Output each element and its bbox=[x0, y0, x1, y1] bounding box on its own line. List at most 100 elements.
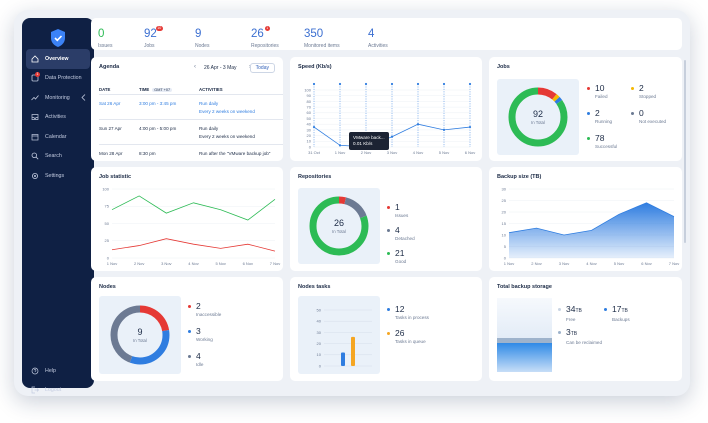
x-tick-label: 2 Nov bbox=[531, 261, 541, 266]
nodes-donut-chart[interactable]: 9 In Total bbox=[99, 296, 181, 374]
table-row[interactable]: Sun 27 Apr 4:00 pm - 5:00 pm Run daily Ev… bbox=[99, 119, 283, 145]
y-tick-label: 5 bbox=[504, 244, 507, 249]
legend-dot bbox=[631, 112, 634, 115]
stat-repositories[interactable]: 26 1 Repositories bbox=[251, 24, 279, 49]
series-line bbox=[111, 195, 276, 221]
guide-marker bbox=[338, 82, 342, 86]
sidebar-item-label: Help bbox=[45, 367, 56, 374]
legend-reclaimable[interactable]: 3TB Can be reclaimed bbox=[558, 327, 602, 345]
y-tick-label: 70 bbox=[307, 105, 312, 110]
stat-activities[interactable]: 4 Activities bbox=[368, 24, 388, 49]
speed-panel: Speed (Kb/s) 100 90 80 70 60 50 40 30 20 10 0 31 Oc… bbox=[290, 57, 482, 161]
guide-marker bbox=[416, 82, 420, 86]
nodes-tasks-chart[interactable]: 50 40 30 20 10 0 bbox=[298, 296, 380, 374]
y-tick-label: 50 bbox=[105, 221, 110, 226]
stat-monitored-items[interactable]: 350 Monitored items bbox=[304, 24, 340, 49]
y-tick-label: 50 bbox=[307, 116, 312, 121]
legend-dot bbox=[631, 87, 634, 90]
sidebar-item-logout[interactable]: Logout bbox=[26, 381, 90, 397]
x-tick-label: 7 Nov bbox=[669, 261, 679, 266]
table-row[interactable]: Mon 28 Apr 8:30 pm Run after the "VMware… bbox=[99, 144, 283, 161]
row-date: Sat 26 Apr bbox=[99, 94, 139, 120]
legend-stopped[interactable]: 2 Stopped bbox=[631, 83, 656, 99]
legend-dot bbox=[387, 308, 390, 311]
y-tick-label: 80 bbox=[307, 99, 312, 104]
legend-working[interactable]: 3 Working bbox=[188, 326, 213, 342]
legend-inaccessible[interactable]: 2 Inaccessible bbox=[188, 301, 221, 317]
x-tick-label: 4 Nov bbox=[413, 150, 423, 155]
sidebar-item-data-protection[interactable]: 1 Data Protection bbox=[26, 69, 90, 89]
y-tick-label: 60 bbox=[307, 110, 312, 115]
x-tick-label: 6 Nov bbox=[465, 150, 475, 155]
agenda-table: DATE TIME GMT +07 ACTIVITIES Sat 26 Apr 3… bbox=[99, 85, 283, 161]
jobs-donut-chart[interactable]: 92 In Total bbox=[497, 79, 579, 155]
storage-gauge[interactable] bbox=[497, 298, 552, 372]
guide-marker bbox=[468, 82, 472, 86]
x-tick-label: 4 Nov bbox=[188, 261, 198, 266]
legend-not-executed[interactable]: 0 Not executed bbox=[631, 108, 666, 124]
jobs-panel: Jobs 92 In Total 10 Failed 2 Stopped 2 Runn… bbox=[489, 57, 682, 161]
legend-tasks-in-process[interactable]: 12 Tasks in process bbox=[387, 304, 429, 320]
app-window: Overview 1 Data Protection Monitoring Ac… bbox=[14, 10, 690, 396]
today-button[interactable]: Today bbox=[249, 63, 275, 73]
sidebar-item-help[interactable]: Help bbox=[26, 361, 90, 381]
nodes-tasks-panel: Nodes tasks 50 40 30 20 10 0 12 Tasks in proce… bbox=[290, 277, 482, 381]
x-tick-label: 6 Nov bbox=[641, 261, 651, 266]
sidebar-item-monitoring[interactable]: Monitoring bbox=[26, 88, 90, 108]
sidebar-item-label: Overview bbox=[45, 55, 69, 62]
legend-detached[interactable]: 4 Detached bbox=[387, 225, 415, 241]
x-tick-label: 31 Oct bbox=[308, 150, 321, 155]
data-point bbox=[338, 144, 342, 147]
stat-value: 9 bbox=[195, 28, 202, 40]
legend-free[interactable]: 34TB Free bbox=[558, 304, 582, 322]
logout-icon bbox=[31, 386, 39, 394]
monitoring-icon bbox=[31, 94, 39, 102]
legend-dot bbox=[587, 87, 590, 90]
job-statistic-chart[interactable]: 100 75 50 25 01 Nov 2 Nov 3 Nov 4 Nov 5 Nov 6 Nov… bbox=[91, 167, 283, 271]
legend-issues[interactable]: 1 Issues bbox=[387, 202, 408, 218]
column-header-date: DATE bbox=[99, 85, 139, 95]
panel-title: Job statistic bbox=[99, 174, 132, 180]
y-tick-label: 10 bbox=[502, 232, 507, 237]
chevron-left-icon[interactable]: ‹ bbox=[194, 64, 196, 70]
row-time: 4:00 pm - 5:00 pm bbox=[139, 119, 199, 145]
sidebar-item-search[interactable]: Search bbox=[26, 147, 90, 167]
row-activities: Run after the "VMware backup job" bbox=[199, 150, 271, 156]
y-tick-label: 40 bbox=[317, 319, 322, 324]
sidebar-item-calendar[interactable]: Calendar bbox=[26, 127, 90, 147]
sidebar-item-activities[interactable]: Activities bbox=[26, 108, 90, 128]
y-tick-label: 10 bbox=[307, 139, 312, 144]
y-tick-label: 0 bbox=[319, 363, 322, 368]
row-date: Sun 27 Apr bbox=[99, 119, 139, 145]
sidebar: Overview 1 Data Protection Monitoring Ac… bbox=[22, 18, 94, 394]
sidebar-item-overview[interactable]: Overview bbox=[26, 49, 90, 69]
data-point bbox=[416, 123, 420, 126]
nodes-panel: Nodes 9 In Total 2 Inaccessible 3 Working … bbox=[91, 277, 283, 381]
repositories-donut-chart[interactable]: 26 In Total bbox=[298, 188, 380, 264]
stat-label: Activities bbox=[368, 43, 388, 49]
backup-size-chart[interactable]: 30 25 20 15 10 5 01 Nov 2 Nov 3 Nov 4 Nov 5 Nov 6 N… bbox=[489, 167, 682, 271]
legend-backups[interactable]: 17TB Backups bbox=[604, 304, 630, 322]
y-tick-label: 50 bbox=[317, 307, 322, 312]
sidebar-item-settings[interactable]: Settings bbox=[26, 166, 90, 186]
bar bbox=[351, 336, 355, 366]
stats-bar: 0 Issues 92 10 Jobs 9 Nodes 26 1 Repositor… bbox=[91, 18, 682, 50]
legend-tasks-in-queue[interactable]: 26 Tasks in queue bbox=[387, 328, 426, 344]
legend-dot bbox=[188, 305, 191, 308]
y-tick-label: 40 bbox=[307, 122, 312, 127]
legend-good[interactable]: 21 Good bbox=[387, 248, 406, 264]
stat-label: Jobs bbox=[144, 43, 155, 49]
stat-nodes[interactable]: 9 Nodes bbox=[195, 24, 209, 49]
stat-issues[interactable]: 0 Issues bbox=[98, 24, 112, 49]
legend-idle[interactable]: 4 Idle bbox=[188, 351, 203, 367]
table-row[interactable]: Sat 26 Apr 3:00 pm - 3:45 pm Run daily Ev… bbox=[99, 94, 283, 120]
scrollbar-thumb[interactable] bbox=[684, 60, 686, 243]
home-icon bbox=[31, 55, 39, 63]
legend-failed[interactable]: 10 Failed bbox=[587, 83, 608, 99]
legend-running[interactable]: 2 Running bbox=[587, 108, 612, 124]
legend-successful[interactable]: 78 Successful bbox=[587, 133, 617, 149]
tooltip-value: 0.01 Kb/s bbox=[353, 141, 373, 146]
y-tick-label: 90 bbox=[307, 93, 312, 98]
stat-jobs[interactable]: 92 10 Jobs bbox=[144, 24, 163, 49]
